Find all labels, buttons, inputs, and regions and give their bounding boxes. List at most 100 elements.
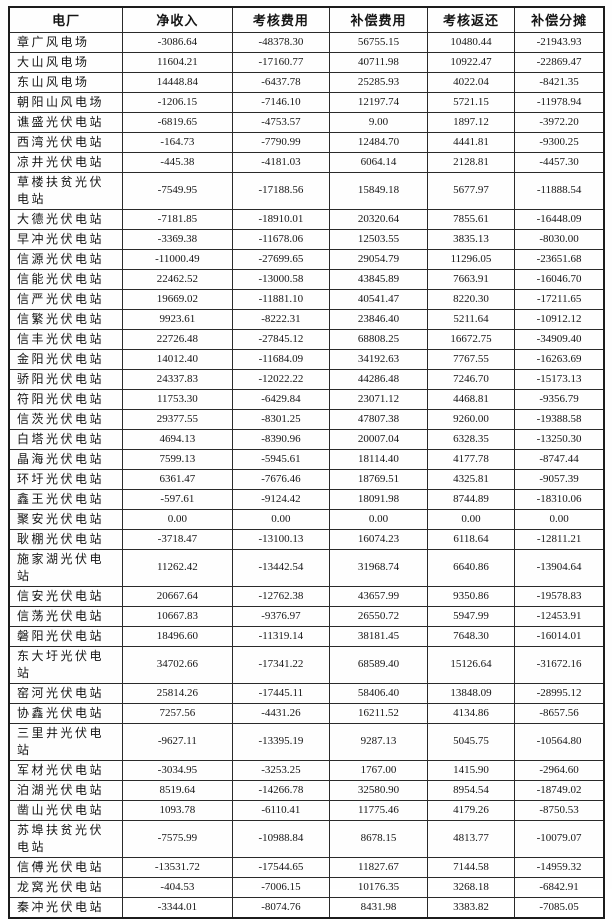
value-cell: -17188.56	[231, 171, 331, 210]
value-cell: 68808.25	[329, 328, 428, 350]
value-cell: -9057.39	[514, 468, 605, 490]
value-cell: 8678.15	[329, 819, 428, 858]
table-row: 东大圩光伏电站 34702.66 -17341.22 68589.40 15126.64…	[8, 645, 605, 684]
value-cell: -11881.10	[231, 288, 331, 310]
plant-name-cell: 三里井光伏电站	[8, 722, 124, 761]
value-cell: 0.00	[514, 508, 605, 530]
plant-name-cell: 大德光伏电站	[8, 208, 124, 230]
value-cell: 40711.98	[329, 51, 428, 73]
plant-name-cell: 苏埠扶贫光伏电站	[8, 819, 124, 858]
value-cell: 0.00	[329, 508, 428, 530]
plant-name-cell: 西湾光伏电站	[8, 131, 124, 153]
value-cell: -17160.77	[231, 51, 331, 73]
value-cell: 29054.79	[329, 248, 428, 270]
table-row: 鑫王光伏电站 -597.61 -9124.42 18091.98 8744.89 -183…	[8, 488, 605, 510]
table-row: 施家湖光伏电站 11262.42 -13442.54 31968.74 6640.86-…	[8, 548, 605, 587]
value-cell: 7246.70	[426, 368, 516, 390]
value-cell: 8431.98	[329, 896, 428, 918]
value-cell: 8519.64	[122, 779, 233, 801]
value-cell: -13904.64	[514, 548, 605, 587]
value-cell: 7663.91	[426, 268, 516, 290]
value-cell: -597.61	[122, 488, 233, 510]
value-cell: 14012.40	[122, 348, 233, 370]
value-cell: 4441.81	[426, 131, 516, 153]
value-cell: 47807.38	[329, 408, 428, 430]
value-cell: -6429.84	[231, 388, 331, 410]
plant-name-cell: 大山风电场	[8, 51, 124, 73]
value-cell: -8222.31	[231, 308, 331, 330]
plant-name-cell: 骄阳光伏电站	[8, 368, 124, 390]
value-cell: -8750.53	[514, 799, 605, 821]
plant-name-cell: 晶海光伏电站	[8, 448, 124, 470]
value-cell: -17445.11	[231, 682, 331, 704]
value-cell: 4022.04	[426, 71, 516, 93]
table-row: 聚安光伏电站 0.00 0.00 0.00 0.00 0.00	[8, 508, 605, 530]
plant-name-cell: 磐阳光伏电站	[8, 625, 124, 647]
value-cell: -10988.84	[231, 819, 331, 858]
table-body: 章广风电场 -3086.64 -48378.30 56755.15 10480.44 -2…	[8, 31, 605, 918]
value-cell: -7146.10	[231, 91, 331, 113]
value-cell: -34909.40	[514, 328, 605, 350]
value-cell: -7676.46	[231, 468, 331, 490]
value-cell: 18091.98	[329, 488, 428, 510]
value-cell: 23071.12	[329, 388, 428, 410]
plant-name-cell: 信能光伏电站	[8, 268, 124, 290]
table-row: 骄阳光伏电站 24337.83 -12022.22 44286.48 7246.70 -1…	[8, 368, 605, 390]
plant-name-cell: 军材光伏电站	[8, 759, 124, 781]
value-cell: 31968.74	[329, 548, 428, 587]
value-cell: 16672.75	[426, 328, 516, 350]
value-cell: 9350.86	[426, 585, 516, 607]
value-cell: -31672.16	[514, 645, 605, 684]
value-cell: -16014.01	[514, 625, 605, 647]
plant-name-cell: 信繁光伏电站	[8, 308, 124, 330]
plant-name-cell: 秦冲光伏电站	[8, 896, 124, 918]
table-row: 金阳光伏电站 14012.40 -11684.09 34192.63 7767.55 -1…	[8, 348, 605, 370]
value-cell: 58406.40	[329, 682, 428, 704]
column-header: 考核返还	[426, 6, 516, 33]
value-cell: -10079.07	[514, 819, 605, 858]
value-cell: 2128.81	[426, 151, 516, 173]
value-cell: -1206.15	[122, 91, 233, 113]
value-cell: 20667.64	[122, 585, 233, 607]
power-plant-settlement-table: 电厂 净收入 考核费用 补偿费用 考核返还 补偿分摊 章广风电场 -3086.64 -4837…	[8, 6, 605, 919]
value-cell: 1093.78	[122, 799, 233, 821]
value-cell: -164.73	[122, 131, 233, 153]
table-row: 苏埠扶贫光伏电站 -7575.99 -10988.84 8678.15 4813.77-…	[8, 819, 605, 858]
value-cell: -3034.95	[122, 759, 233, 781]
value-cell: 20320.64	[329, 208, 428, 230]
value-cell: -4431.26	[231, 702, 331, 724]
value-cell: -7006.15	[231, 876, 331, 898]
value-cell: 6064.14	[329, 151, 428, 173]
value-cell: 11775.46	[329, 799, 428, 821]
table-row: 大德光伏电站 -7181.85 -18910.01 20320.64 7855.61 -1…	[8, 208, 605, 230]
value-cell: 14448.84	[122, 71, 233, 93]
plant-name-cell: 泊湖光伏电站	[8, 779, 124, 801]
value-cell: -18910.01	[231, 208, 331, 230]
value-cell: -6110.41	[231, 799, 331, 821]
value-cell: -11978.94	[514, 91, 605, 113]
table-row: 三里井光伏电站 -9627.11 -13395.19 9287.13 5045.75 -1…	[8, 722, 605, 761]
value-cell: -3369.38	[122, 228, 233, 250]
value-cell: -8657.56	[514, 702, 605, 724]
plant-name-cell: 信安光伏电站	[8, 585, 124, 607]
column-header: 电厂	[8, 6, 124, 33]
value-cell: -3972.20	[514, 111, 605, 133]
value-cell: 5947.99	[426, 605, 516, 627]
value-cell: -16448.09	[514, 208, 605, 230]
value-cell: 23846.40	[329, 308, 428, 330]
value-cell: 4813.77	[426, 819, 516, 858]
plant-name-cell: 凉井光伏电站	[8, 151, 124, 173]
value-cell: 15849.18	[329, 171, 428, 210]
table-row: 耿棚光伏电站 -3718.47 -13100.13 16074.23 6118.64 -1…	[8, 528, 605, 550]
value-cell: -12811.21	[514, 528, 605, 550]
value-cell: 34702.66	[122, 645, 233, 684]
value-cell: -27845.12	[231, 328, 331, 350]
value-cell: -8074.76	[231, 896, 331, 918]
plant-name-cell: 金阳光伏电站	[8, 348, 124, 370]
plant-name-cell: 环圩光伏电站	[8, 468, 124, 490]
value-cell: 7599.13	[122, 448, 233, 470]
value-cell: -13442.54	[231, 548, 331, 587]
plant-name-cell: 谯盛光伏电站	[8, 111, 124, 133]
value-cell: 7648.30	[426, 625, 516, 647]
value-cell: 25285.93	[329, 71, 428, 93]
